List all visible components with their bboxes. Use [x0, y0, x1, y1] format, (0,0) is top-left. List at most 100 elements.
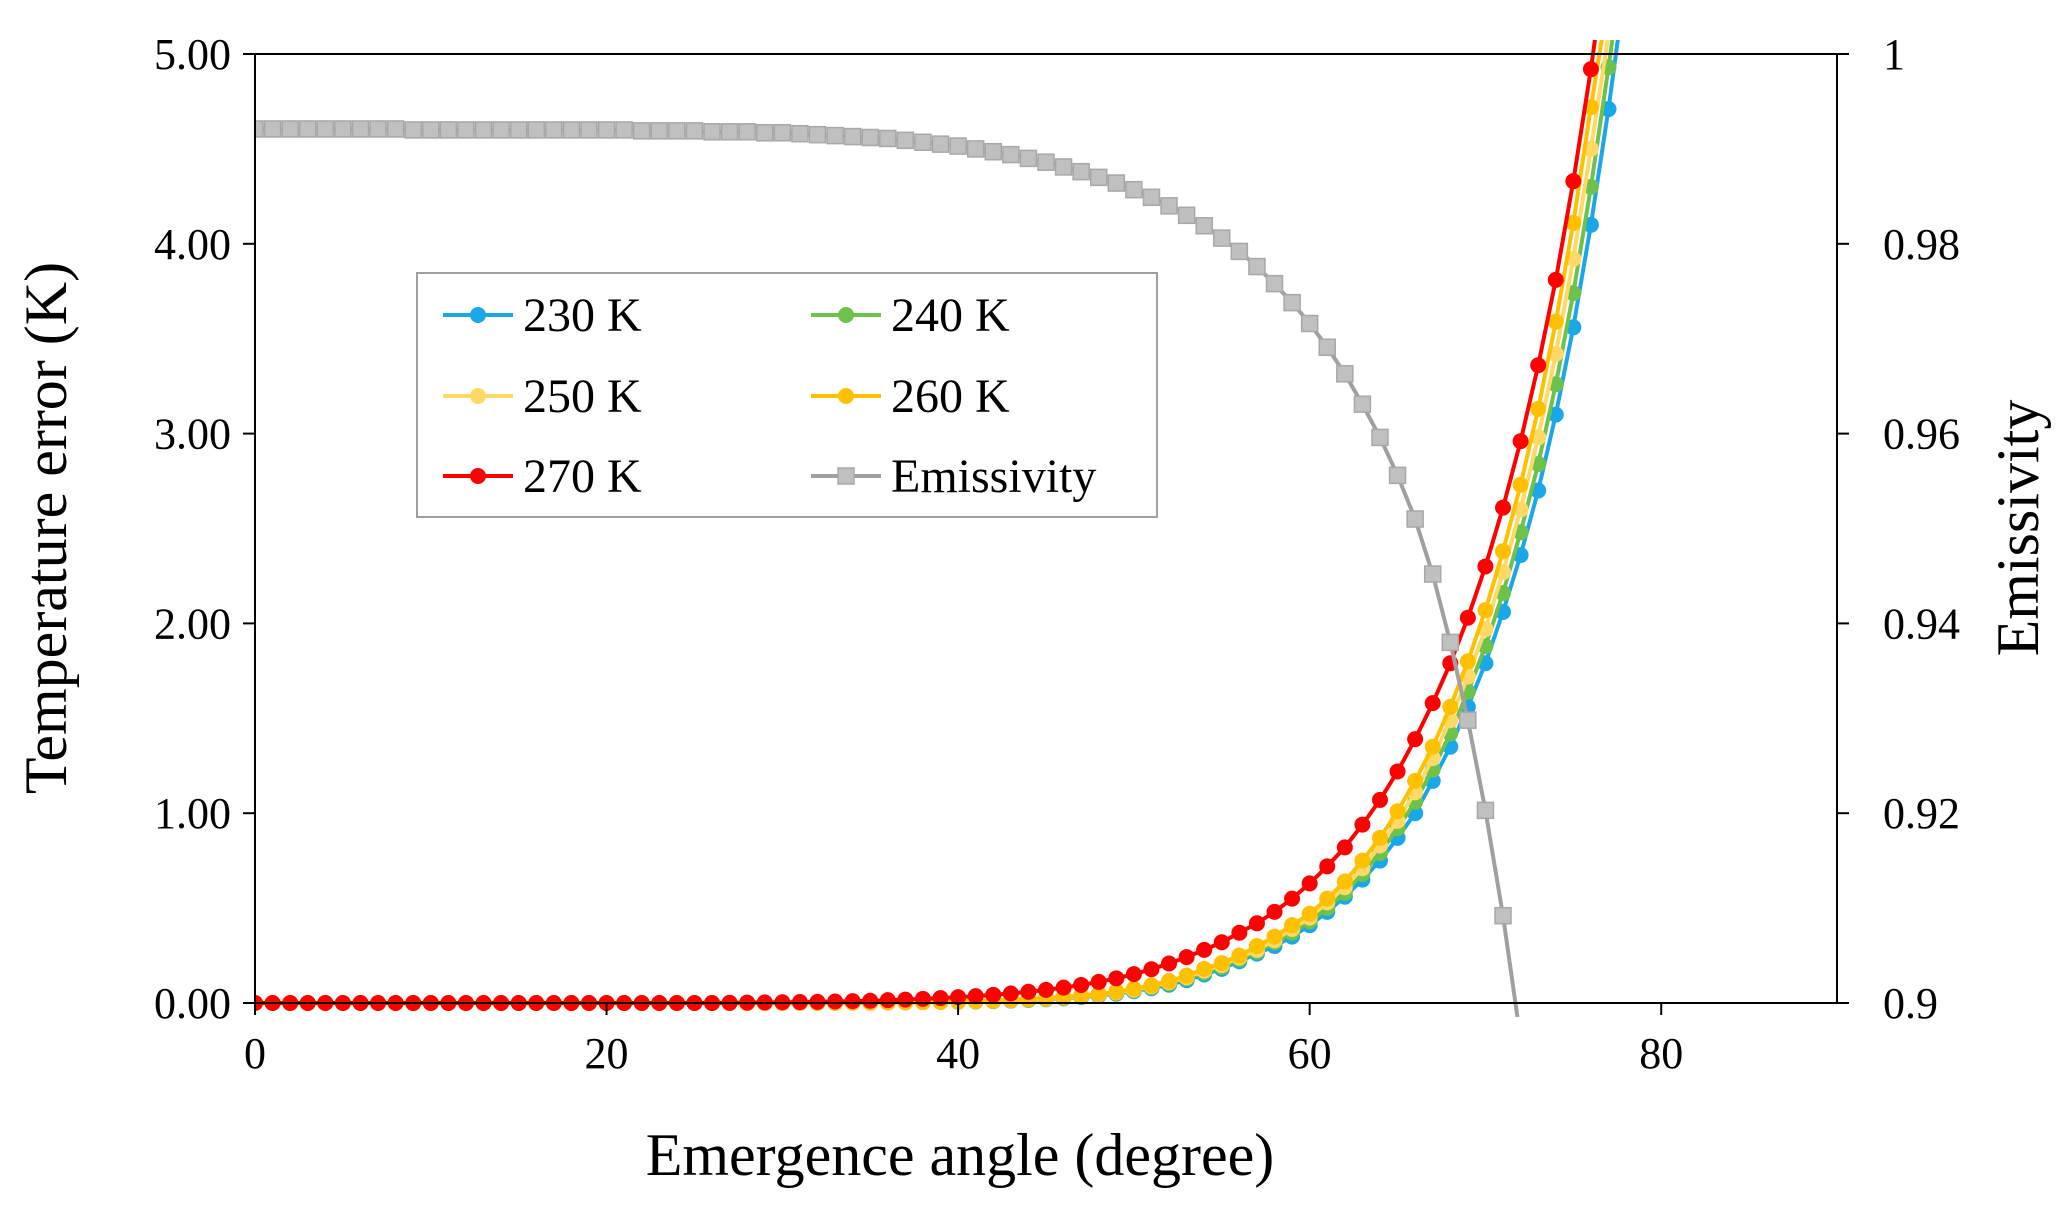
- data-point: [527, 121, 545, 139]
- data-point: [1108, 983, 1125, 1000]
- legend-marker: [838, 388, 854, 404]
- data-point: [562, 121, 581, 139]
- y2-tick-label: 0.9: [1883, 979, 1938, 1028]
- data-point: [1318, 338, 1336, 356]
- data-point: [1143, 961, 1160, 978]
- y2-tick-label: 0.92: [1883, 789, 1960, 838]
- data-point: [263, 120, 282, 138]
- data-point: [1301, 905, 1318, 922]
- data-point: [1230, 242, 1249, 261]
- legend-label: 250 K: [523, 370, 642, 423]
- series-emissivity: [255, 120, 1520, 1017]
- data-point: [1477, 602, 1494, 619]
- data-point: [334, 120, 352, 138]
- y2-tick-label: 0.96: [1883, 410, 1960, 459]
- data-point: [1547, 313, 1564, 330]
- legend-item: 260 K: [811, 370, 1010, 423]
- data-point: [1107, 174, 1126, 192]
- data-point: [457, 121, 475, 139]
- data-point: [703, 123, 721, 141]
- data-point: [914, 990, 931, 1007]
- data-point: [1108, 970, 1125, 987]
- legend-label: 230 K: [523, 289, 642, 342]
- data-point: [1178, 967, 1195, 984]
- data-point: [404, 121, 422, 139]
- plot-frame: [254, 53, 1838, 1004]
- data-point: [896, 131, 915, 150]
- data-point: [1353, 395, 1372, 413]
- data-point: [843, 127, 862, 146]
- legend-marker: [838, 307, 854, 323]
- ticks-layer: 0 20 40 60 80 0.00 1.00 2.00 3.00 4.00 5.00 0.9 0.92…: [154, 30, 1960, 1078]
- y2-axis-title: Emissivity: [1985, 400, 2051, 657]
- y-tick-label: 2.00: [154, 599, 231, 648]
- data-point: [1090, 985, 1107, 1002]
- data-point: [1476, 801, 1495, 820]
- data-point: [1354, 852, 1371, 869]
- data-point: [1090, 973, 1107, 990]
- data-point: [897, 991, 914, 1008]
- data-point: [1407, 731, 1424, 748]
- data-point: [862, 992, 879, 1009]
- data-point: [1125, 966, 1142, 983]
- data-point: [1125, 980, 1142, 997]
- data-point: [1055, 979, 1072, 996]
- data-point: [949, 137, 967, 155]
- data-point: [809, 993, 826, 1010]
- data-point: [580, 121, 598, 139]
- y-axis-title: Temperature error (K): [13, 262, 79, 794]
- data-point: [1565, 214, 1582, 231]
- data-point: [1371, 829, 1388, 846]
- data-point: [1019, 149, 1038, 168]
- data-point: [1547, 271, 1564, 288]
- data-point: [1336, 873, 1353, 890]
- data-point: [1089, 168, 1108, 187]
- data-point: [1284, 917, 1301, 934]
- y-tick-label: 0.00: [154, 979, 231, 1028]
- data-point: [738, 123, 756, 141]
- data-point: [1073, 976, 1090, 993]
- x-axis-title: Emergence angle (degree): [646, 1122, 1275, 1188]
- data-point: [1265, 274, 1284, 293]
- data-point: [509, 121, 528, 139]
- data-point: [1530, 357, 1547, 374]
- data-point: [756, 124, 774, 142]
- data-point: [1142, 188, 1161, 207]
- data-point: [1494, 906, 1512, 925]
- data-point: [1178, 949, 1195, 966]
- data-point: [1161, 972, 1178, 989]
- data-point: [1002, 985, 1019, 1002]
- data-point: [808, 125, 827, 144]
- data-point: [1407, 772, 1424, 789]
- legend-item: 270 K: [443, 450, 642, 503]
- data-point: [1300, 314, 1319, 333]
- data-point: [827, 993, 844, 1010]
- data-point: [1231, 947, 1248, 964]
- legend-box: [416, 272, 1158, 518]
- data-point: [545, 121, 563, 139]
- data-point: [1038, 981, 1054, 998]
- data-point: [844, 993, 861, 1010]
- data-point: [773, 124, 792, 142]
- data-point: [1459, 653, 1476, 670]
- data-point: [1266, 928, 1283, 945]
- data-point: [1125, 180, 1143, 199]
- data-point: [1248, 938, 1265, 955]
- data-point: [966, 140, 985, 158]
- data-point: [1424, 695, 1441, 712]
- data-point: [1354, 816, 1371, 833]
- data-point: [1161, 955, 1178, 972]
- data-point: [1248, 257, 1266, 276]
- data-point: [1283, 293, 1301, 312]
- data-point: [1512, 433, 1529, 450]
- series-layer: [255, 40, 1620, 1017]
- data-point: [298, 120, 317, 138]
- x-tick-label: 80: [1639, 1029, 1683, 1078]
- data-point: [1371, 428, 1389, 447]
- data-point: [879, 129, 897, 148]
- data-point: [650, 122, 669, 140]
- data-point: [1495, 499, 1512, 516]
- data-point: [1196, 941, 1213, 958]
- y2-tick-label: 1: [1883, 30, 1905, 79]
- data-point: [826, 126, 844, 145]
